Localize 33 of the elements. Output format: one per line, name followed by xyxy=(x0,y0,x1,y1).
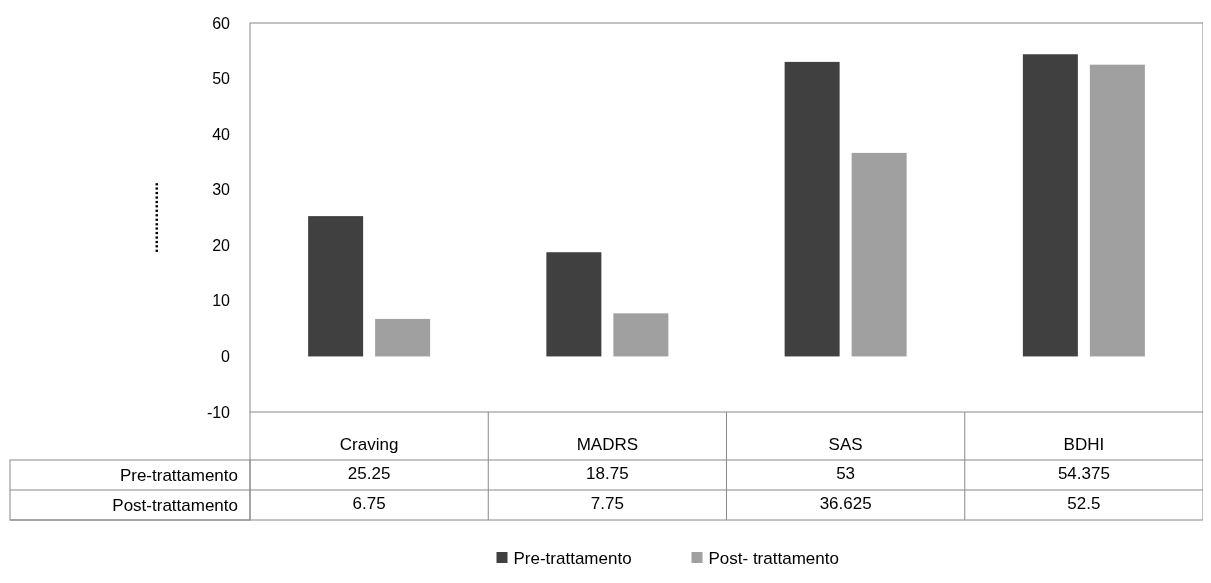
y-tick-label: 60 xyxy=(212,14,231,32)
bar xyxy=(1022,54,1078,357)
data-label: 7.75 xyxy=(590,494,624,513)
bar xyxy=(308,216,364,357)
bar xyxy=(375,318,431,357)
text: Post-trattamento xyxy=(112,496,238,515)
y-axis-title: ................ xyxy=(144,181,161,254)
data-label: 25.25 xyxy=(347,464,391,483)
legend-label: Pre-trattamento xyxy=(513,548,632,568)
y-tick-label: 10 xyxy=(212,292,231,310)
data-label: 52.5 xyxy=(1067,494,1101,513)
x-tick-label: SAS xyxy=(828,435,863,454)
bar xyxy=(851,152,907,357)
bar xyxy=(784,61,840,357)
y-tick-label: -10 xyxy=(206,403,231,421)
x-tick-label: BDHI xyxy=(1063,435,1105,454)
y-tick-label: 20 xyxy=(212,236,231,254)
y-tick-label: 40 xyxy=(212,125,231,143)
bar xyxy=(613,313,669,357)
y-tick-label: 50 xyxy=(212,70,231,88)
y-tick-label: 0 xyxy=(221,348,231,366)
data-label: 6.75 xyxy=(352,494,386,513)
data-label: 54.375 xyxy=(1057,464,1110,483)
legend-label: Post- trattamento xyxy=(708,548,839,568)
y-tick-label: 30 xyxy=(212,181,231,199)
x-tick-label: Craving xyxy=(339,435,399,454)
x-tick-label: MADRS xyxy=(576,435,639,454)
data-label: 36.625 xyxy=(819,494,872,513)
text: Pre-trattamento xyxy=(119,466,238,485)
bar xyxy=(546,252,602,357)
data-label: 18.75 xyxy=(586,464,629,483)
bar xyxy=(1089,64,1145,357)
data-label: 53 xyxy=(836,464,856,483)
